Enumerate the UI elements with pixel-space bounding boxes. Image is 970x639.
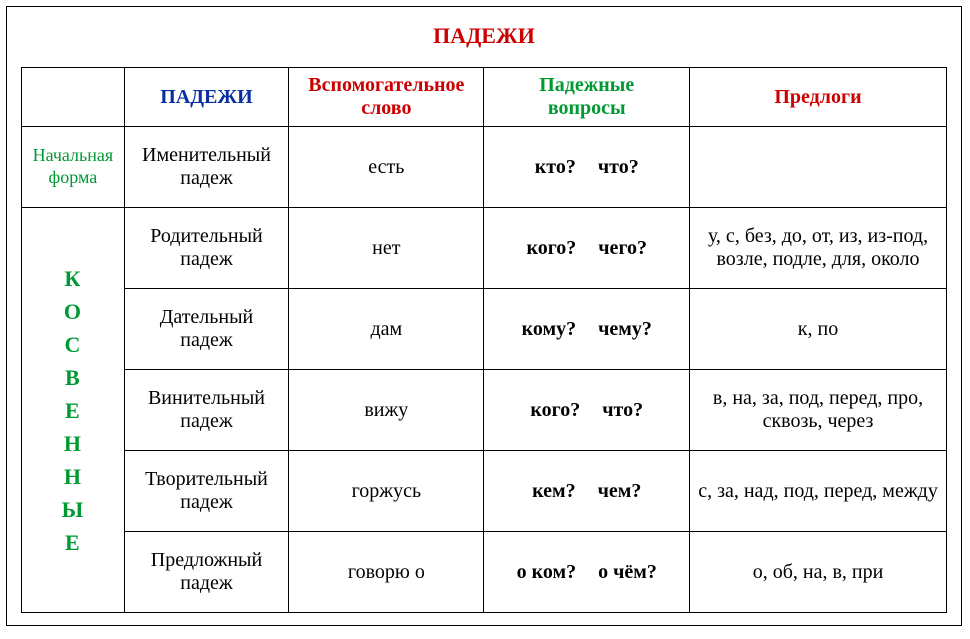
row-accusative: Винительныйпадеж вижу кого?что? в, на, з… [22, 370, 947, 451]
aux-word: есть [289, 127, 484, 208]
header-prepositions: Предлоги [690, 68, 947, 127]
prepositions: о, об, на, в, при [690, 532, 947, 613]
prepositions: в, на, за, под, перед, про, сквозь, чере… [690, 370, 947, 451]
row-nominative: Начальнаяформа Именительныйпадеж есть кт… [22, 127, 947, 208]
prepositions [690, 127, 947, 208]
prepositions: у, с, без, до, от, из, из-под, возле, по… [690, 208, 947, 289]
case-questions: о ком?о чём? [484, 532, 690, 613]
header-row: ПАДЕЖИ Вспомогательноеслово Падежныевопр… [22, 68, 947, 127]
aux-word: говорю о [289, 532, 484, 613]
header-aux: Вспомогательноеслово [289, 68, 484, 127]
case-name: Винительныйпадеж [124, 370, 288, 451]
prepositions: к, по [690, 289, 947, 370]
prepositions: с, за, над, под, перед, между [690, 451, 947, 532]
cases-table: ПАДЕЖИ Вспомогательноеслово Падежныевопр… [21, 67, 947, 613]
case-questions: кто?что? [484, 127, 690, 208]
case-name: Дательныйпадеж [124, 289, 288, 370]
row-instrumental: Творительныйпадеж горжусь кем?чем? с, за… [22, 451, 947, 532]
case-name: Творительныйпадеж [124, 451, 288, 532]
aux-word: вижу [289, 370, 484, 451]
case-questions: кого?что? [484, 370, 690, 451]
initial-form-label: Начальнаяформа [22, 127, 125, 208]
page-title: ПАДЕЖИ [21, 23, 947, 49]
header-questions: Падежныевопросы [484, 68, 690, 127]
page-frame: ПАДЕЖИ ПАДЕЖИ Вспомогательноеслово Падеж… [6, 6, 962, 626]
header-empty [22, 68, 125, 127]
case-name: Родительныйпадеж [124, 208, 288, 289]
case-questions: кем?чем? [484, 451, 690, 532]
case-questions: кому?чему? [484, 289, 690, 370]
aux-word: дам [289, 289, 484, 370]
row-genitive: КОСВЕННЫЕ Родительныйпадеж нет кого?чего… [22, 208, 947, 289]
oblique-label: КОСВЕННЫЕ [22, 208, 125, 613]
row-prepositional: Предложныйпадеж говорю о о ком?о чём? о,… [22, 532, 947, 613]
header-cases: ПАДЕЖИ [124, 68, 288, 127]
case-name: Именительныйпадеж [124, 127, 288, 208]
case-name: Предложныйпадеж [124, 532, 288, 613]
aux-word: горжусь [289, 451, 484, 532]
row-dative: Дательныйпадеж дам кому?чему? к, по [22, 289, 947, 370]
aux-word: нет [289, 208, 484, 289]
case-questions: кого?чего? [484, 208, 690, 289]
